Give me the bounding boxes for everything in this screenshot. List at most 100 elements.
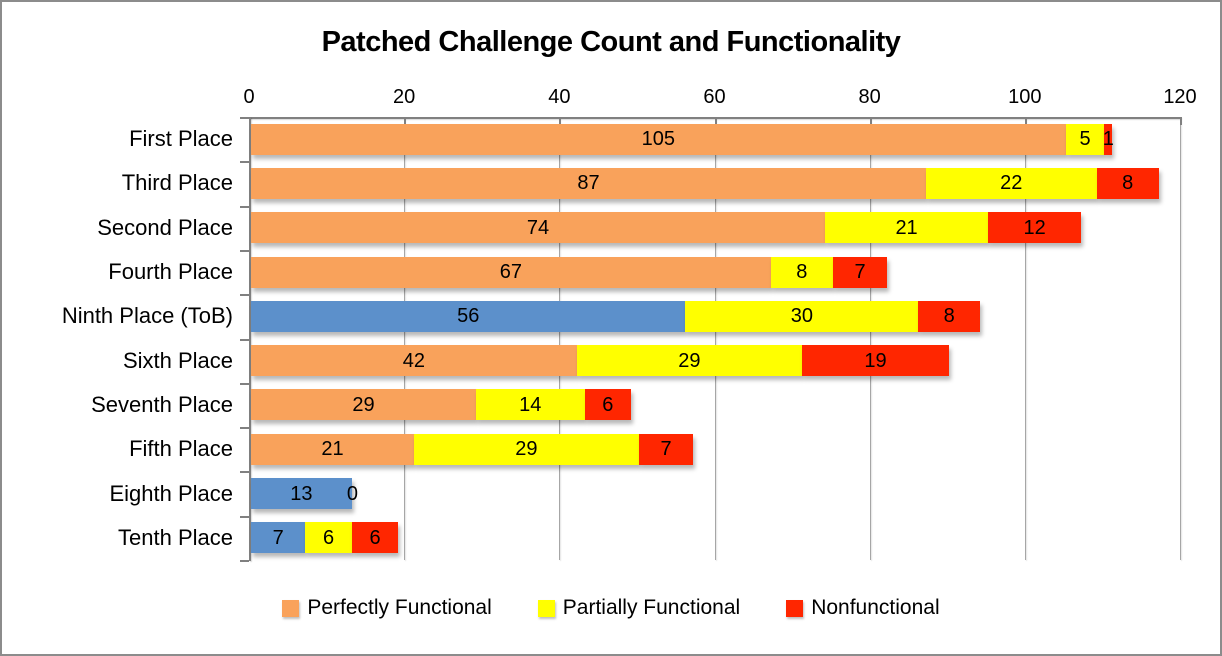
x-axis-tick bbox=[404, 117, 407, 125]
bar-value-label: 14 bbox=[519, 393, 542, 416]
bar-row: 105 5 1 bbox=[251, 123, 1114, 155]
x-axis-tick-label: 120 bbox=[1163, 86, 1197, 108]
bar-value-label: 19 bbox=[864, 349, 887, 372]
category-label: Sixth Place bbox=[122, 347, 233, 373]
bar-row: 13 0 bbox=[251, 478, 358, 510]
bar-segment: 8 bbox=[918, 300, 981, 332]
bar-segment: 56 bbox=[251, 300, 686, 332]
bar-segment: 21 bbox=[251, 433, 414, 465]
gridline bbox=[714, 117, 716, 560]
bar-value-label: 74 bbox=[526, 216, 550, 239]
category-label: Fourth Place bbox=[108, 259, 233, 285]
x-axis-tick bbox=[869, 117, 872, 125]
x-axis-tick-label: 20 bbox=[393, 86, 416, 108]
bar-value-label: 1 bbox=[1102, 128, 1114, 151]
bar-value-label: 29 bbox=[515, 438, 538, 461]
legend-swatch bbox=[537, 599, 555, 617]
y-axis-tick bbox=[240, 338, 249, 341]
category-label: First Place bbox=[129, 126, 233, 152]
gridline bbox=[1180, 117, 1181, 560]
y-axis-tick bbox=[240, 560, 249, 562]
bar-segment: 8 bbox=[770, 256, 833, 288]
bar-value-label: 29 bbox=[678, 349, 701, 372]
bar-segment: 19 bbox=[801, 345, 950, 377]
legend-swatch bbox=[786, 599, 804, 617]
bar-segment: 8 bbox=[1096, 167, 1159, 199]
y-axis-tick bbox=[240, 471, 249, 474]
bar-segment: 7 bbox=[832, 256, 888, 288]
bar-segment: 6 bbox=[584, 389, 632, 421]
bar-row: 56 30 8 bbox=[251, 300, 981, 332]
y-axis-tick bbox=[240, 382, 249, 385]
y-axis-tick bbox=[240, 205, 249, 208]
bar-segment: 7 bbox=[638, 433, 694, 465]
bar-segment: 87 bbox=[251, 167, 926, 199]
bar-row: 7 6 6 bbox=[251, 522, 399, 554]
chart-title: Patched Challenge Count and Functionalit… bbox=[321, 26, 901, 58]
category-label: Second Place bbox=[97, 214, 233, 240]
bar-segment: 7 bbox=[251, 522, 306, 554]
y-axis-tick bbox=[240, 161, 249, 164]
bar-row: 67 8 7 bbox=[251, 256, 888, 288]
x-axis-tick bbox=[1180, 117, 1182, 125]
bar-value-label: 21 bbox=[895, 216, 918, 239]
bar-value-label: 7 bbox=[854, 261, 866, 284]
bar-segment: 29 bbox=[413, 433, 639, 465]
bar-value-label: 42 bbox=[402, 349, 426, 372]
bar-value-label: 8 bbox=[1122, 172, 1134, 195]
x-axis-tick bbox=[559, 117, 562, 125]
category-label: Seventh Place bbox=[91, 391, 233, 417]
bar-segment: 29 bbox=[251, 389, 476, 421]
bar-value-label: 56 bbox=[457, 305, 480, 328]
bar-row: 42 29 19 bbox=[251, 345, 950, 377]
bar-row: 21 29 7 bbox=[251, 433, 694, 465]
bar-segment: 6 bbox=[305, 522, 352, 554]
category-label: Ninth Place (ToB) bbox=[61, 303, 233, 329]
gridline bbox=[1024, 117, 1026, 560]
gridline bbox=[869, 117, 871, 560]
bar-segment: 5 bbox=[1065, 123, 1105, 155]
bar-value-label: 105 bbox=[641, 128, 675, 151]
y-axis-tick bbox=[240, 294, 249, 297]
bar-segment: 29 bbox=[576, 345, 802, 377]
bar-row: 29 14 6 bbox=[251, 389, 632, 421]
y-axis-tick bbox=[240, 117, 249, 119]
y-axis-line bbox=[249, 117, 251, 561]
bar-value-label: 29 bbox=[352, 393, 375, 416]
bar-value-label: 67 bbox=[499, 261, 523, 284]
bar-row: 74 21 12 bbox=[251, 212, 1082, 244]
category-label: Tenth Place bbox=[118, 524, 233, 550]
x-axis-tick bbox=[714, 117, 717, 125]
x-axis-tick-label: 100 bbox=[1008, 86, 1042, 108]
legend-label: Perfectly Functional bbox=[307, 596, 492, 619]
legend-swatch bbox=[282, 599, 300, 617]
legend-item: Partially Functional bbox=[537, 596, 740, 620]
bar-value-label: 13 bbox=[290, 482, 313, 505]
x-axis-tick-label: 60 bbox=[703, 86, 726, 108]
bar-segment: 42 bbox=[251, 345, 577, 377]
gridline bbox=[559, 117, 561, 560]
bar-value-label: 7 bbox=[272, 526, 284, 549]
x-axis-tick bbox=[1024, 117, 1027, 125]
y-axis-tick bbox=[240, 515, 249, 518]
bar-value-label: 30 bbox=[790, 305, 813, 328]
bar-segment: 105 bbox=[251, 123, 1066, 155]
category-label: Eighth Place bbox=[109, 480, 233, 506]
bar-value-label: 6 bbox=[369, 526, 381, 549]
bar-segment: 22 bbox=[925, 167, 1097, 199]
x-axis-tick-label: 40 bbox=[548, 86, 571, 108]
category-label: Third Place bbox=[121, 170, 233, 196]
bar-value-label: 87 bbox=[577, 172, 600, 195]
bar-segment: 74 bbox=[251, 212, 826, 244]
bar-segment: 12 bbox=[988, 212, 1082, 244]
bar-segment: 6 bbox=[351, 522, 399, 554]
bar-segment: 21 bbox=[825, 212, 989, 244]
legend-item: Perfectly Functional bbox=[282, 596, 492, 620]
bar-value-label: 6 bbox=[323, 526, 335, 549]
bar-segment: 1 bbox=[1102, 123, 1114, 155]
legend: Perfectly Functional Partially Functional… bbox=[2, 596, 1220, 620]
bar-value-label: 6 bbox=[602, 393, 614, 416]
bar-segment: 67 bbox=[251, 256, 771, 288]
legend-label: Nonfunctional bbox=[811, 596, 940, 619]
